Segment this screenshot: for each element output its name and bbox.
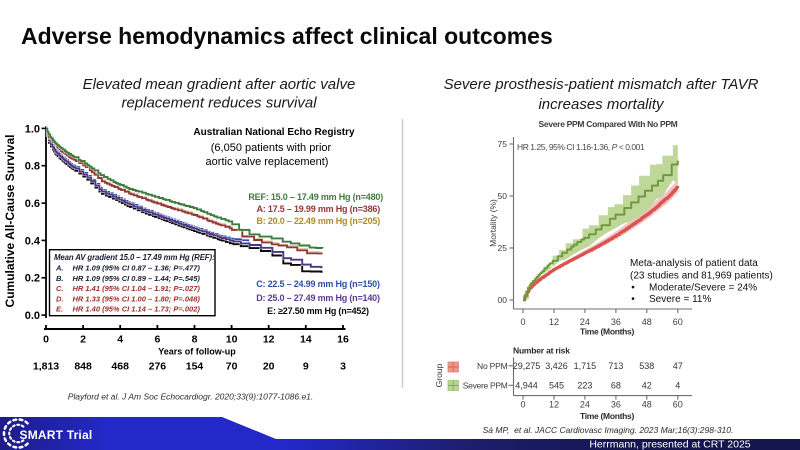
svg-text:E.: E. — [56, 305, 63, 314]
svg-text:36: 36 — [611, 317, 621, 327]
svg-text:Meta-analysis of patient data: Meta-analysis of patient data — [630, 258, 758, 269]
svg-text:HR 1.09 (95% CI 0.89 – 1.44; P: HR 1.09 (95% CI 0.89 – 1.44; P=.545) — [73, 274, 201, 283]
svg-text:HR 1.41 (95% CI 1.04 – 1.91; P: HR 1.41 (95% CI 1.04 – 1.91; P=.027) — [73, 284, 201, 293]
svg-text:0.8: 0.8 — [25, 161, 40, 173]
svg-text:68: 68 — [611, 381, 621, 391]
svg-text:1,715: 1,715 — [574, 361, 597, 371]
svg-text:Moderate/Severe = 24%: Moderate/Severe = 24% — [649, 283, 757, 294]
svg-text:Herrmann, presented at CRT 202: Herrmann, presented at CRT 2025 — [589, 439, 750, 450]
svg-text:Mean AV gradient 15.0 – 17.49: Mean AV gradient 15.0 – 17.49 mm Hg (REF… — [54, 253, 215, 262]
svg-text:D: 25.0 – 27.49 mm Hg (n=140): D: 25.0 – 27.49 mm Hg (n=140) — [256, 293, 380, 303]
svg-text:C: 22.5 – 24.99 mm Hg (n=150): C: 22.5 – 24.99 mm Hg (n=150) — [256, 279, 380, 289]
svg-text:3,426: 3,426 — [545, 361, 568, 371]
svg-text:00: 00 — [498, 295, 508, 305]
svg-text:Playford et al. J Am Soc Echoc: Playford et al. J Am Soc Echocardiogr. 2… — [68, 392, 314, 402]
svg-text:9: 9 — [303, 361, 309, 373]
svg-text:Elevated mean gradient after a: Elevated mean gradient after aortic valv… — [83, 76, 356, 93]
svg-text:48: 48 — [642, 400, 652, 410]
svg-text:Severe PPM Compared With No PP: Severe PPM Compared With No PPM — [539, 119, 678, 129]
svg-text:HR 1.40 (95% CI 1.14 – 1.73; P: HR 1.40 (95% CI 1.14 – 1.73; P=.002) — [73, 305, 201, 314]
svg-text:HR 1.25, 95% CI 1.16-1.36, P <: HR 1.25, 95% CI 1.16-1.36, P < 0.001 — [517, 142, 645, 152]
svg-text:Severe = 11%: Severe = 11% — [649, 294, 711, 305]
svg-text:16: 16 — [337, 334, 349, 346]
svg-text:Years of follow-up: Years of follow-up — [158, 347, 236, 357]
svg-text:A.: A. — [55, 264, 64, 273]
svg-text:538: 538 — [639, 361, 654, 371]
svg-text:Number at risk: Number at risk — [513, 346, 570, 356]
svg-text:E: ≥27.50 mm Hg (n=452): E: ≥27.50 mm Hg (n=452) — [267, 306, 369, 316]
svg-text:3: 3 — [340, 361, 346, 373]
svg-text:Severe prosthesis-patient mism: Severe prosthesis-patient mismatch after… — [444, 76, 759, 93]
svg-text:Cumulative All-Cause Survival: Cumulative All-Cause Survival — [3, 135, 17, 308]
svg-text:HR 1.09 (95% CI 0.87 – 1.36; P: HR 1.09 (95% CI 0.87 – 1.36; P=.477) — [73, 264, 201, 273]
svg-text:D.: D. — [56, 294, 64, 303]
svg-text:48: 48 — [642, 317, 652, 327]
svg-text:Time (Months): Time (Months) — [580, 411, 634, 421]
svg-text:Group: Group — [434, 363, 444, 387]
svg-text:545: 545 — [549, 381, 564, 391]
svg-text:154: 154 — [186, 361, 204, 373]
svg-text:replacement reduces survival: replacement reduces survival — [121, 95, 317, 112]
svg-text:(23 studies and 81,969 patient: (23 studies and 81,969 patients) — [630, 270, 773, 281]
svg-text:•: • — [631, 283, 635, 294]
svg-text:A: 17.5 – 19.99 mm Hg (n=386): A: 17.5 – 19.99 mm Hg (n=386) — [256, 204, 380, 214]
svg-text:4: 4 — [675, 381, 680, 391]
svg-text:75: 75 — [498, 139, 508, 149]
svg-text:36: 36 — [611, 400, 621, 410]
svg-text:0: 0 — [43, 334, 49, 346]
svg-text:Time (Months): Time (Months) — [580, 327, 634, 337]
svg-text:increases mortality: increases mortality — [538, 96, 665, 113]
svg-text:70: 70 — [226, 361, 238, 373]
svg-text:•: • — [631, 294, 635, 305]
svg-text:REF: 15.0 – 17.49 mm Hg (n=480: REF: 15.0 – 17.49 mm Hg (n=480) — [248, 192, 383, 202]
svg-text:0: 0 — [520, 400, 525, 410]
svg-text:SMART Trial: SMART Trial — [20, 428, 93, 442]
svg-text:4,944: 4,944 — [515, 381, 538, 391]
svg-text:0.4: 0.4 — [25, 235, 41, 247]
svg-text:(6,050 patients with prior: (6,050 patients with prior — [211, 142, 332, 154]
svg-text:Severe PPM: Severe PPM — [463, 381, 508, 391]
svg-text:Mortality (%): Mortality (%) — [488, 199, 498, 247]
svg-text:24: 24 — [580, 400, 590, 410]
svg-text:B.: B. — [56, 274, 64, 283]
svg-text:4: 4 — [117, 334, 123, 346]
svg-text:aortic valve replacement): aortic valve replacement) — [206, 156, 329, 168]
svg-text:HR 1.33 (95% CI 1.00 – 1.80; P: HR 1.33 (95% CI 1.00 – 1.80; P=.048) — [73, 294, 201, 303]
svg-text:Australian National Echo Regis: Australian National Echo Registry — [193, 127, 355, 138]
svg-text:1,813: 1,813 — [33, 361, 59, 373]
svg-text:713: 713 — [608, 361, 623, 371]
svg-text:0.6: 0.6 — [25, 198, 40, 210]
svg-text:25: 25 — [498, 243, 508, 253]
svg-text:47: 47 — [673, 361, 683, 371]
svg-text:12: 12 — [549, 400, 559, 410]
svg-text:10: 10 — [226, 334, 238, 346]
svg-text:29,275: 29,275 — [513, 361, 541, 371]
svg-text:8: 8 — [192, 334, 198, 346]
svg-text:0.0: 0.0 — [25, 310, 40, 322]
svg-text:50: 50 — [498, 191, 508, 201]
svg-text:C.: C. — [56, 284, 64, 293]
svg-text:12: 12 — [263, 334, 275, 346]
svg-text:20: 20 — [263, 361, 275, 373]
svg-text:12: 12 — [549, 317, 559, 327]
svg-text:0: 0 — [520, 317, 525, 327]
svg-text:848: 848 — [74, 361, 92, 373]
svg-text:B: 20.0 – 22.49 mm Hg (n=205): B: 20.0 – 22.49 mm Hg (n=205) — [256, 216, 380, 226]
svg-text:Adverse hemodynamics affect cl: Adverse hemodynamics affect clinical out… — [21, 23, 553, 49]
svg-text:276: 276 — [149, 361, 167, 373]
svg-text:2: 2 — [80, 334, 86, 346]
svg-text:60: 60 — [673, 317, 683, 327]
svg-text:42: 42 — [642, 381, 652, 391]
svg-text:6: 6 — [154, 334, 160, 346]
svg-text:60: 60 — [673, 400, 683, 410]
svg-text:468: 468 — [111, 361, 129, 373]
svg-text:14: 14 — [300, 334, 312, 346]
svg-text:223: 223 — [577, 381, 592, 391]
svg-text:0.2: 0.2 — [25, 273, 40, 285]
svg-text:24: 24 — [580, 317, 590, 327]
svg-text:Sá MP, et al. JACC Cardiovasc: Sá MP, et al. JACC Cardiovasc Imaging. 2… — [483, 425, 734, 435]
svg-text:1.0: 1.0 — [25, 123, 40, 135]
svg-text:No PPM: No PPM — [477, 361, 508, 371]
